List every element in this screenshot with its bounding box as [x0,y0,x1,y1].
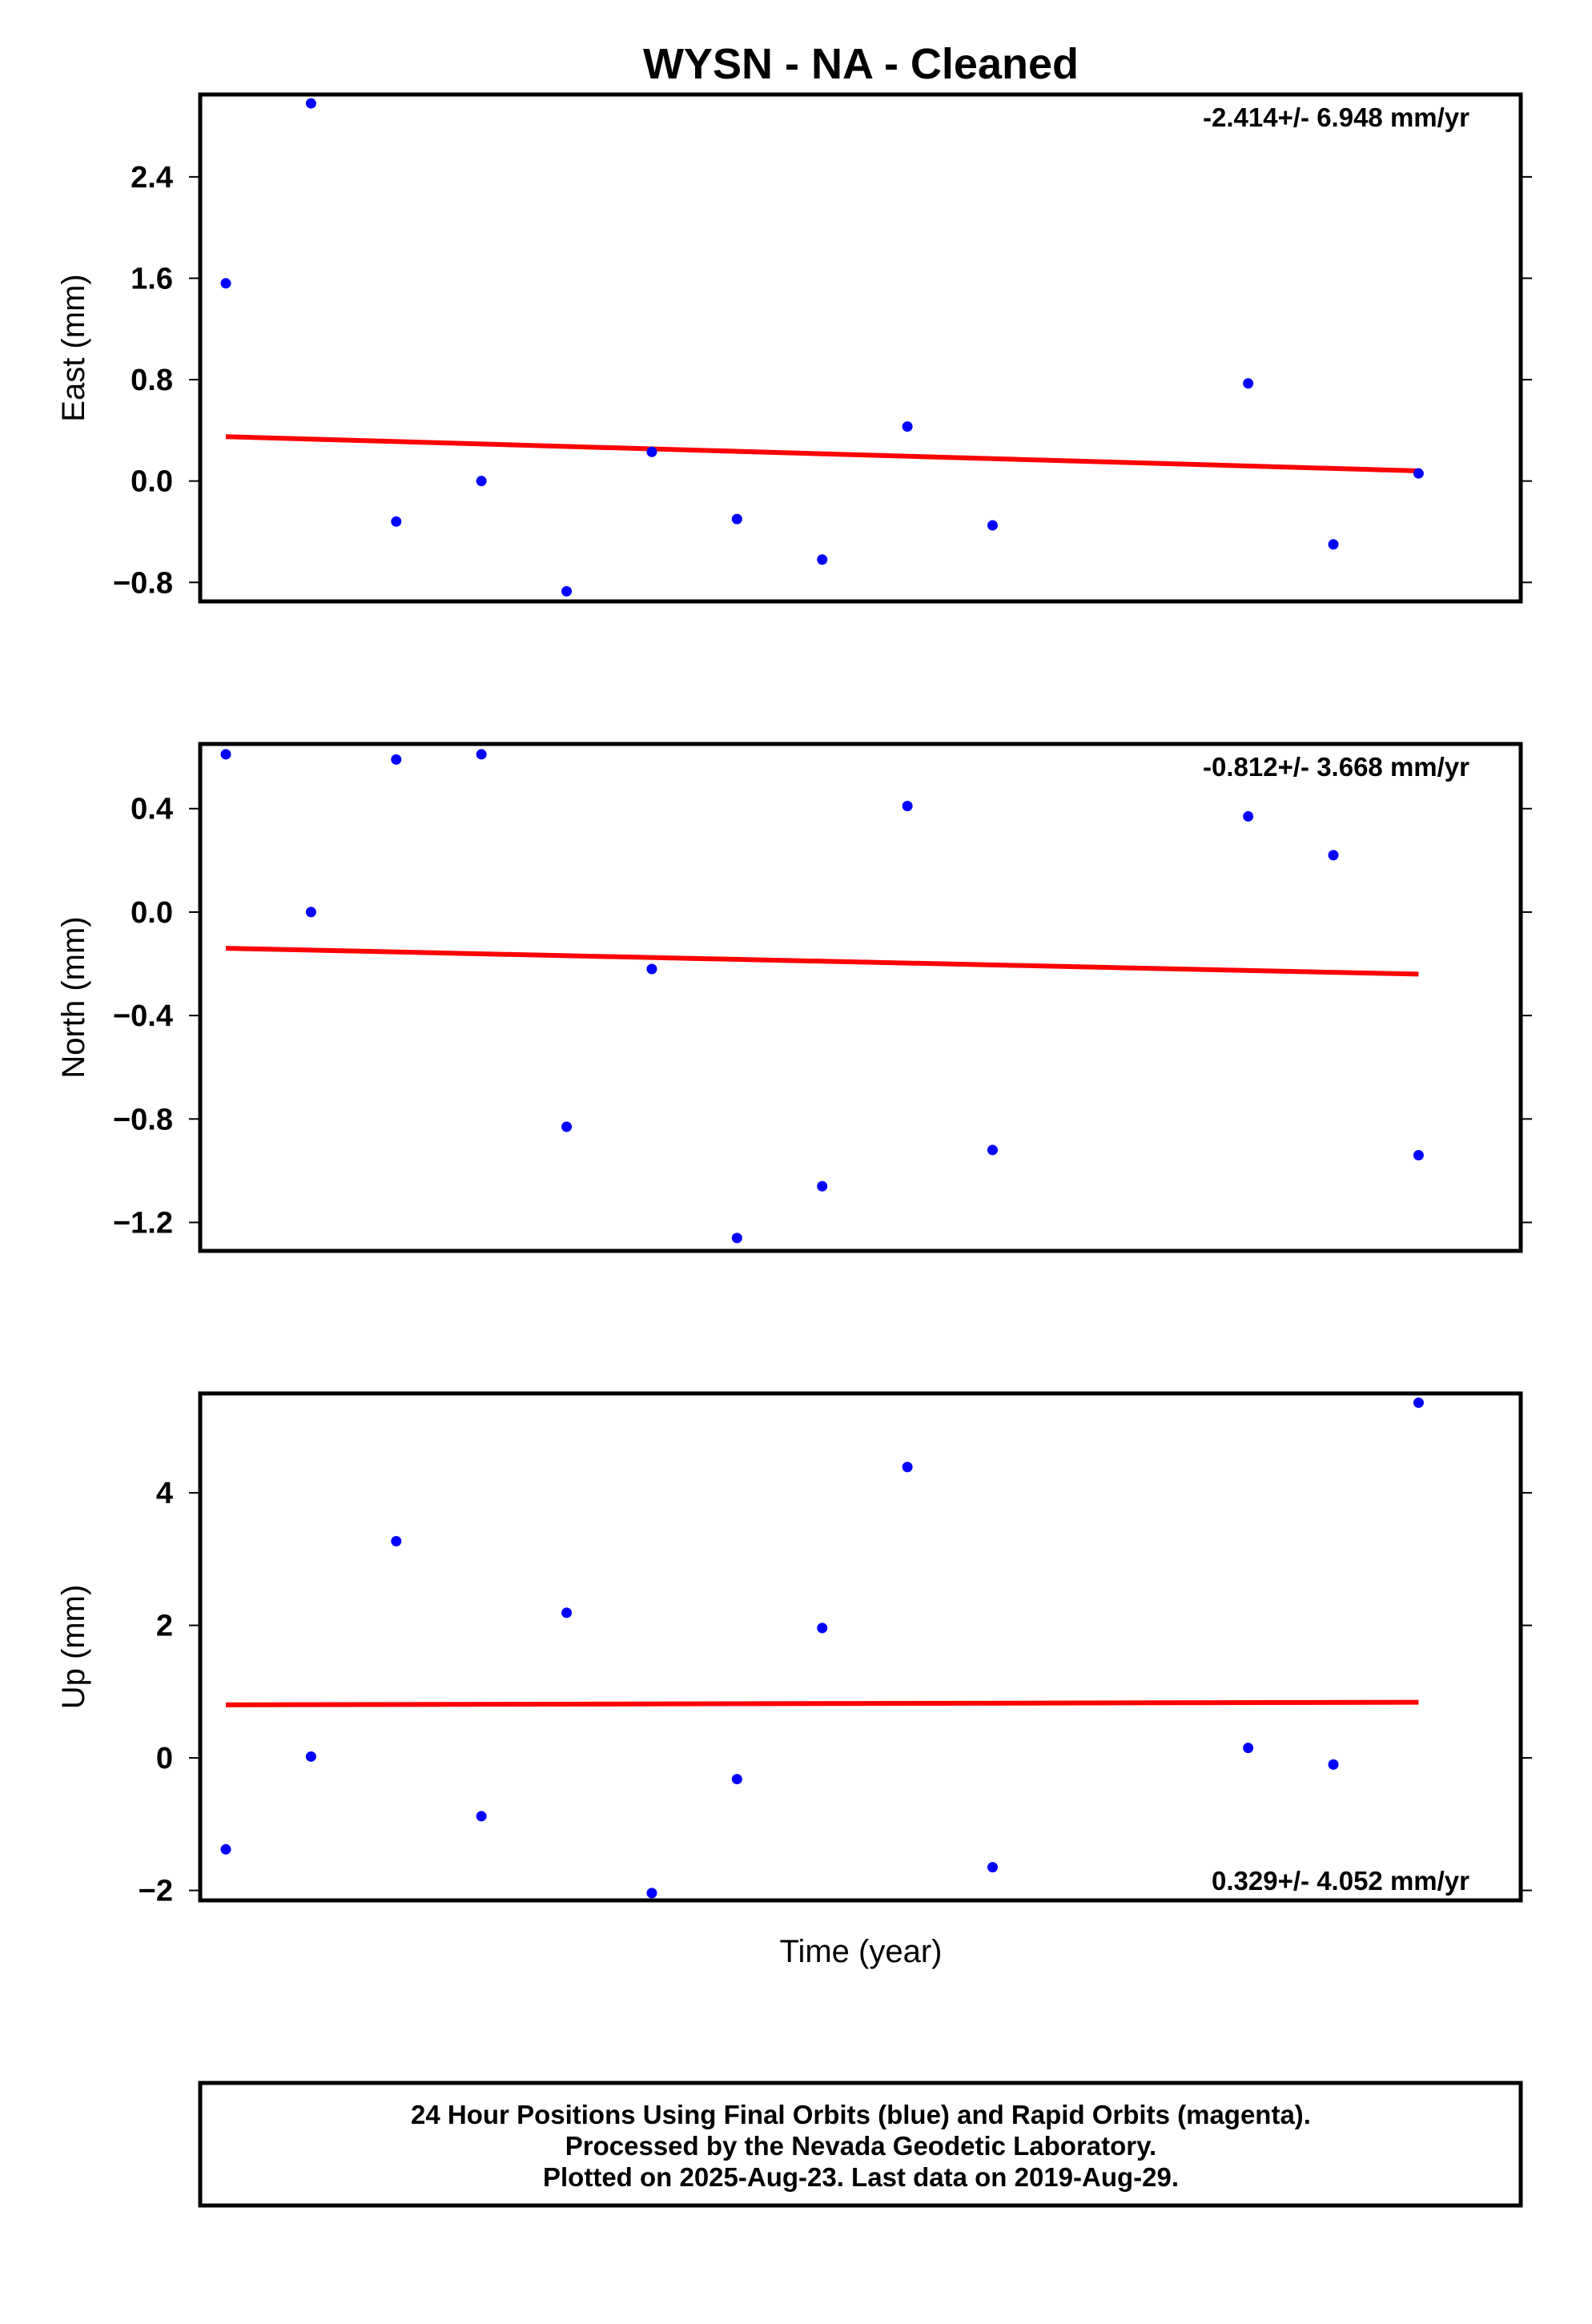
north-data-point [817,1180,828,1192]
north-ytick-label: −0.8 [113,1103,173,1136]
up-ytick-label: 2 [156,1610,173,1643]
north-data-point [646,963,657,975]
east-trend-line [225,434,1419,474]
east-ytick-label: 1.6 [131,262,173,296]
north-data-point [1243,810,1254,822]
north-ytick-label: −1.2 [113,1206,173,1240]
up-data-point [1243,1743,1254,1754]
up-ytick-label: 0 [156,1742,173,1775]
north-data-point [1328,850,1339,861]
east-data-point [1413,468,1424,479]
north-ytick-label: −0.4 [113,999,173,1033]
footer-line-3: Plotted on 2025-Aug-23. Last data on 201… [543,2162,1179,2192]
east-y-axis-label: East (mm) [56,274,91,421]
footer-box [198,2081,1523,2208]
up-data-point [817,1622,828,1634]
east-data-point [1328,539,1339,550]
north-rate-label: -0.812+/- 3.668 mm/yr [1203,752,1469,782]
north-data-point [305,907,316,918]
panel-north: −1.2 −0.8 −0.4 0.0 0.4 North (mm) -0.812+/- 3.… [56,742,1532,1253]
up-frame [198,1391,1523,1903]
x-axis-label: Time (year) [780,1934,943,1969]
north-data-point [476,749,487,760]
north-ytick-label: 0.4 [131,793,173,826]
east-ytick-label: −0.8 [113,566,173,600]
east-data-point [817,554,828,565]
east-ytick-label: 2.4 [131,161,173,195]
up-data-point [476,1811,487,1822]
north-data-point [220,749,231,760]
up-ytick-label: 4 [156,1477,173,1510]
up-data-point [561,1607,573,1618]
east-data-point [987,520,998,531]
north-data-point [731,1232,742,1244]
east-ytick-label: 0.0 [131,465,173,499]
up-data-point [1413,1397,1424,1409]
up-data-point [987,1862,998,1873]
east-data-point [476,476,487,487]
east-data-point [220,278,231,289]
north-ytick-label: 0.0 [131,896,173,930]
up-data-point [1328,1759,1339,1770]
east-data-point [731,513,742,525]
east-data-point [305,98,316,109]
chart-title: WYSN - NA - Cleaned [643,40,1079,88]
up-y-axis-label: Up (mm) [56,1585,91,1710]
east-data-point [391,516,402,527]
footer-line-2: Processed by the Nevada Geodetic Laborat… [565,2131,1156,2161]
up-data-point [731,1774,742,1785]
north-y-axis-label: North (mm) [56,916,91,1078]
north-data-point [561,1121,573,1132]
up-data-point [902,1462,913,1473]
up-data-point [646,1888,657,1899]
north-data-point [391,754,402,765]
up-data-point [305,1751,316,1762]
footer-line-1: 24 Hour Positions Using Final Orbits (bl… [411,2100,1311,2129]
east-ytick-label: 0.8 [131,364,173,397]
north-data-point [987,1144,998,1156]
east-data-point [902,421,913,432]
north-data-point [1413,1150,1424,1161]
north-frame [198,742,1523,1253]
east-frame [198,92,1523,604]
up-ytick-label: −2 [139,1875,173,1908]
up-trend-line [225,1699,1419,1707]
north-trend-line [225,946,1419,977]
east-data-point [646,446,657,457]
east-rate-label: -2.414+/- 6.948 mm/yr [1203,103,1469,132]
north-data-point [902,801,913,812]
up-data-point [220,1844,231,1855]
panel-up: −2 0 2 4 Up (mm) 0.329+/- 4.052 mm/yr [56,1391,1532,1908]
east-data-point [1243,378,1254,389]
panel-east: −0.8 0.0 0.8 1.6 2.4 East (mm) -2.414+/- 6.948… [56,92,1532,604]
up-data-point [391,1536,402,1547]
up-rate-label: 0.329+/- 4.052 mm/yr [1212,1866,1469,1896]
panels: −0.8 0.0 0.8 1.6 2.4 East (mm) -2.414+/- 6.948… [56,92,1532,1908]
east-data-point [561,585,573,597]
